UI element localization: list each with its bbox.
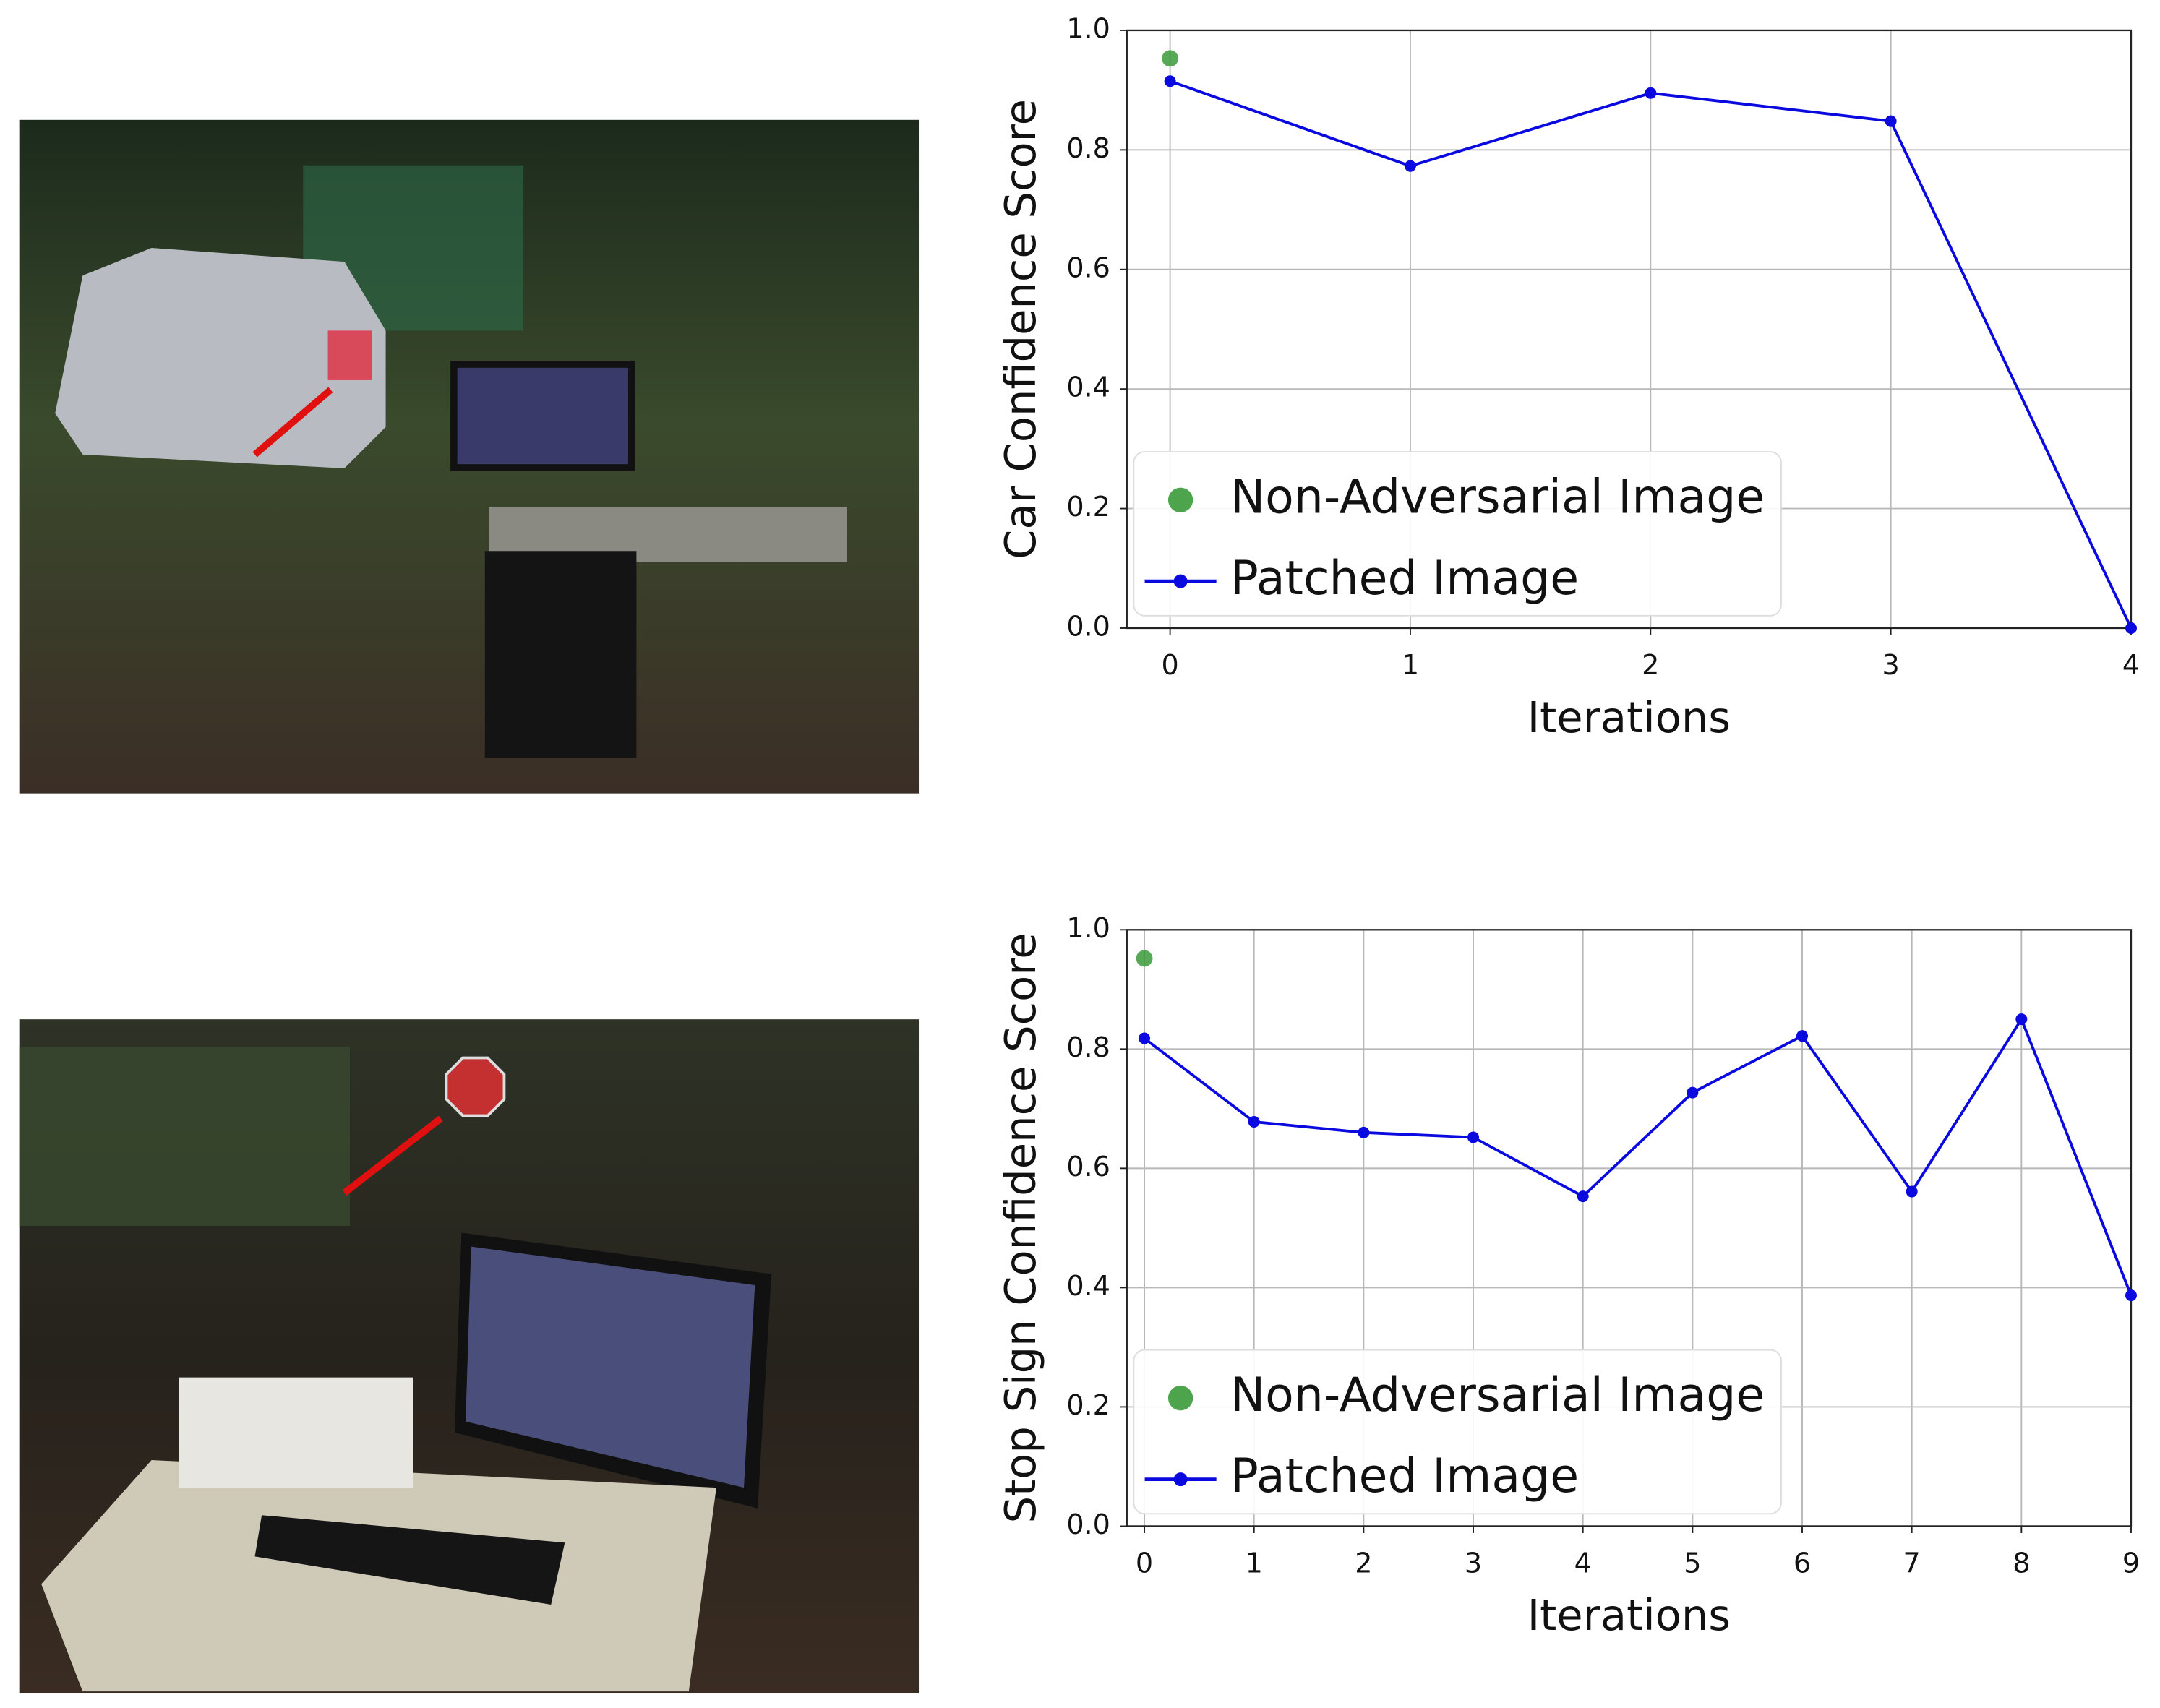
x-tick-label: 3	[1465, 1547, 1482, 1579]
legend-marker	[1167, 1386, 1193, 1411]
line-point	[1687, 1086, 1699, 1099]
plot-frame	[1126, 929, 2133, 1527]
legend-label: Patched Image	[1230, 552, 1579, 606]
line-point	[1467, 1131, 1480, 1143]
line-point	[1358, 1126, 1370, 1138]
y-tick-label: 0.4	[1066, 1270, 1110, 1302]
legend: Non-Adversarial Image Patched Image	[1133, 1349, 1782, 1515]
x-tick-label: 1	[1246, 1547, 1263, 1579]
y-tick-label: 0.0	[1066, 1509, 1110, 1540]
x-tick-label: 2	[1642, 649, 1659, 681]
plot-frame	[1126, 29, 2133, 630]
y-tick-label: 0.6	[1066, 252, 1110, 283]
x-tick-label: 5	[1684, 1547, 1701, 1579]
y-tick-label: 0.6	[1066, 1151, 1110, 1183]
line-point	[1906, 1185, 1918, 1198]
line-point	[1577, 1190, 1589, 1203]
line-point	[1404, 160, 1416, 172]
y-tick-label: 0.4	[1066, 372, 1110, 403]
line-point	[1645, 87, 1657, 99]
x-tick-label: 4	[1574, 1547, 1592, 1579]
chart: 0.0 0.2 0.4 0.6 0.8 1.0 0 1 2 3 4 Iterations Car Con…	[995, 12, 2140, 742]
y-tick-label: 0.8	[1066, 132, 1110, 164]
x-tick-label: 4	[2122, 649, 2140, 681]
legend-marker	[1173, 574, 1188, 588]
line-point	[1164, 75, 1176, 87]
chart: 0.0 0.2 0.4 0.6 0.8 1.0 0 1 2 3 4 5 6 7 8 9 Iterations St…	[995, 912, 2140, 1640]
x-tick-label: 9	[2122, 1547, 2140, 1579]
legend: Non-Adversarial Image Patched Image	[1133, 451, 1782, 617]
y-tick-label: 1.0	[1066, 912, 1110, 944]
y-tick-label: 1.0	[1066, 12, 1110, 44]
legend-marker	[1167, 487, 1193, 512]
x-tick-label: 3	[1882, 649, 1900, 681]
y-tick-label: 0.0	[1066, 610, 1110, 642]
photo-stop-sign	[19, 1019, 920, 1694]
y-tick-label: 0.8	[1066, 1031, 1110, 1063]
x-tick-label: 1	[1402, 649, 1419, 681]
x-tick-label: 6	[1793, 1547, 1811, 1579]
legend-label: Non-Adversarial Image	[1230, 470, 1765, 524]
legend-label: Non-Adversarial Image	[1230, 1368, 1765, 1422]
x-tick-label: 2	[1355, 1547, 1372, 1579]
legend-label: Patched Image	[1230, 1449, 1579, 1503]
x-tick-label: 0	[1136, 1547, 1153, 1579]
x-tick-label: 0	[1161, 649, 1178, 681]
x-axis-label: Iterations	[1527, 1590, 1731, 1640]
y-axis-label: Car Confidence Score	[995, 99, 1045, 559]
line-point	[2125, 1289, 2137, 1302]
series-line	[1143, 1016, 2133, 1296]
marker-point	[1162, 50, 1179, 67]
x-axis-label: Iterations	[1527, 692, 1731, 742]
line-point	[2015, 1013, 2028, 1026]
y-axis-label: Stop Sign Confidence Score	[995, 932, 1045, 1523]
legend-box	[1133, 451, 1782, 617]
line-point	[2125, 622, 2137, 634]
line-point	[1885, 115, 1897, 127]
x-tick-label: 7	[1903, 1547, 1921, 1579]
photo-car	[19, 119, 920, 794]
marker-point	[1136, 950, 1153, 967]
legend-box	[1133, 1349, 1782, 1515]
y-tick-label: 0.2	[1066, 491, 1110, 523]
legend-marker	[1173, 1472, 1188, 1487]
line-point	[1796, 1030, 1809, 1042]
line-point	[1139, 1032, 1151, 1044]
x-tick-label: 8	[2013, 1547, 2030, 1579]
line-point	[1248, 1115, 1260, 1128]
y-tick-label: 0.2	[1066, 1389, 1110, 1421]
